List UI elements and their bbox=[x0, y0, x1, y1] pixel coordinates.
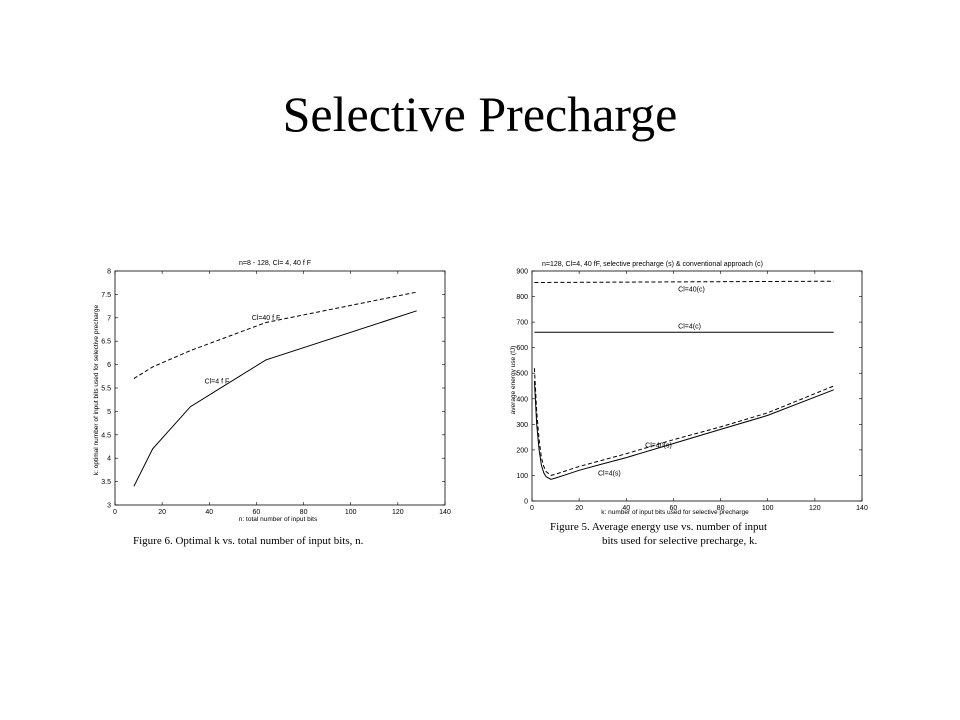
fig5-xtick-label: 100 bbox=[762, 505, 774, 512]
figure-5-plot: 0 20 40 60 80 100 120 140 0 100 200 300 400 500 600 700… bbox=[516, 269, 868, 513]
fig5-annotation-1: Cl=4(c) bbox=[678, 324, 701, 331]
figure-6-caption: Figure 6. Optimal k vs. total number of … bbox=[133, 535, 364, 547]
fig5-ytick-label: 400 bbox=[516, 396, 528, 403]
fig6-ytick-label: 4.5 bbox=[101, 432, 111, 439]
fig6-xtick-label: 0 bbox=[113, 509, 117, 516]
fig5-ytick-label: 900 bbox=[516, 269, 528, 276]
fig5-ytick-label: 0 bbox=[524, 499, 528, 506]
fig5-series-3-line bbox=[533, 380, 834, 480]
fig5-frame bbox=[531, 270, 863, 502]
fig5-series-2-line bbox=[533, 368, 834, 476]
fig6-series-1-line bbox=[133, 310, 417, 487]
fig5-ytick-label: 700 bbox=[516, 320, 528, 327]
fig6-series-0-line bbox=[133, 291, 417, 380]
fig6-ytick-label: 5 bbox=[107, 409, 111, 416]
fig5-xtick-label: 20 bbox=[575, 505, 583, 512]
figure-5-chart: n=128, Cl=4, 40 fF, selective precharge … bbox=[510, 261, 868, 547]
fig6-ytick-label: 6.5 bbox=[101, 339, 111, 346]
fig6-ytick-label: 8 bbox=[107, 269, 111, 276]
fig6-ytick-label: 5.5 bbox=[101, 386, 111, 393]
fig6-ytick-label: 7 bbox=[107, 315, 111, 322]
fig6-xtick-label: 80 bbox=[300, 509, 308, 516]
fig5-ytick-label: 200 bbox=[516, 447, 528, 454]
slide-title: Selective Precharge bbox=[282, 86, 678, 142]
figure-5: n=128, Cl=4, 40 fF, selective precharge … bbox=[500, 255, 885, 555]
fig6-frame bbox=[114, 270, 446, 506]
fig6-ytick-label: 3.5 bbox=[101, 479, 111, 486]
figure-6-plot: 0 20 40 60 80 100 120 140 3 3.5 4 4.5 5 5.5 6 6.5 7 7.5 8 C… bbox=[101, 269, 451, 517]
fig6-annotation-0: Cl=40 f F bbox=[252, 315, 281, 322]
fig6-xtick-label: 20 bbox=[158, 509, 166, 516]
fig5-ytick-label: 100 bbox=[516, 473, 528, 480]
fig6-xtick-label: 40 bbox=[205, 509, 213, 516]
fig5-ytick-label: 500 bbox=[516, 371, 528, 378]
fig6-xtick-label: 60 bbox=[253, 509, 261, 516]
figure-5-caption-line-1: Figure 5. Average energy use vs. number … bbox=[550, 521, 767, 533]
fig6-ytick-label: 6 bbox=[107, 362, 111, 369]
fig5-series-0-line bbox=[534, 280, 834, 283]
figure-6-title: n=8 - 128, Cl= 4, 40 f F bbox=[239, 260, 311, 267]
fig6-xtick-label: 100 bbox=[345, 509, 357, 516]
fig5-annotation-2: Cl=40(s) bbox=[645, 442, 672, 449]
figure-6: n=8 - 128, Cl= 4, 40 f F k: optimal numb… bbox=[85, 255, 470, 555]
figure-5-title: n=128, Cl=4, 40 fF, selective precharge … bbox=[542, 261, 763, 268]
fig5-annotation-0: Cl=40(c) bbox=[678, 286, 705, 293]
fig5-xtick-label: 40 bbox=[622, 505, 630, 512]
fig6-ytick-label: 4 bbox=[107, 456, 111, 463]
fig6-ytick-label: 3 bbox=[107, 503, 111, 510]
fig6-annotation-1: Cl=4 f F bbox=[205, 378, 230, 385]
fig5-xtick-label: 60 bbox=[670, 505, 678, 512]
fig5-annotation-3: Cl=4(s) bbox=[598, 470, 621, 477]
fig5-xtick-label: 140 bbox=[856, 505, 868, 512]
fig6-xtick-label: 140 bbox=[439, 509, 451, 516]
fig6-xtick-label: 120 bbox=[392, 509, 404, 516]
fig5-ytick-label: 300 bbox=[516, 422, 528, 429]
figure-5-caption-line-2: bits used for selective precharge, k. bbox=[602, 535, 758, 547]
figure-5-ylabel: average energy use (fJ) bbox=[510, 346, 517, 415]
figure-6-chart: n=8 - 128, Cl= 4, 40 f F k: optimal numb… bbox=[93, 260, 451, 547]
fig5-xtick-label: 80 bbox=[717, 505, 725, 512]
figure-6-ylabel: k: optimal number of input bits used for… bbox=[93, 305, 100, 476]
figure-6-xlabel: n: total number of input bits bbox=[239, 516, 318, 523]
fig5-ytick-label: 800 bbox=[516, 294, 528, 301]
fig5-ytick-label: 600 bbox=[516, 345, 528, 352]
figure-5-xlabel: k: number of input bits used for selecti… bbox=[601, 509, 749, 516]
fig6-ytick-label: 7.5 bbox=[101, 292, 111, 299]
fig5-xtick-label: 120 bbox=[809, 505, 821, 512]
fig5-xtick-label: 0 bbox=[530, 505, 534, 512]
